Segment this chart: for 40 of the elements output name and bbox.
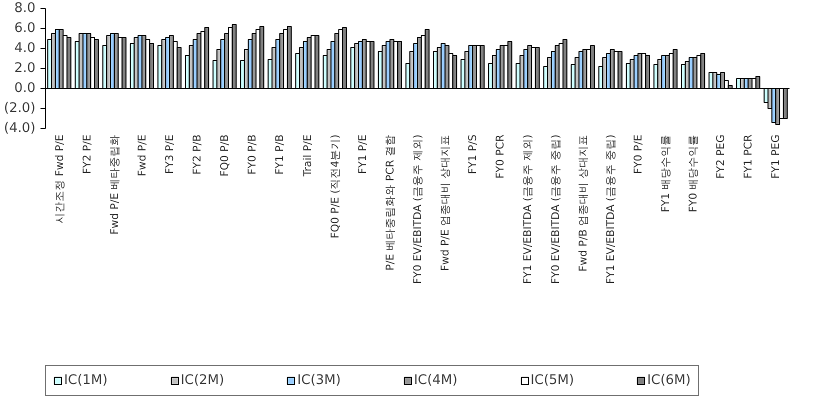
legend-label: IC(5M) xyxy=(530,373,574,388)
x-tick-label: Fwd P/E 베타중립화 xyxy=(108,134,121,235)
x-tick-label: FY1 P/E xyxy=(356,134,369,174)
x-tick-label: FY0 PCR xyxy=(494,134,507,179)
y-tick-label: (2.0) xyxy=(4,101,36,116)
legend-label: IC(2M) xyxy=(180,373,224,388)
x-tick-label: FY1 PEG xyxy=(769,134,782,179)
x-tick-label: FY1 P/S xyxy=(466,134,480,174)
x-tick-label: Fwd P/E xyxy=(135,134,148,176)
x-tick-label: FY2 P/B xyxy=(190,134,204,175)
x-tick-label: FY0 EV/EBITDA (금융주 중립) xyxy=(548,134,562,284)
legend-label: IC(1M) xyxy=(64,373,108,388)
x-tick-label: FY3 P/E xyxy=(163,134,176,174)
x-tick-label: FY0 배당수익률 xyxy=(686,134,700,212)
y-tick-label: 0.0 xyxy=(14,81,36,96)
x-tick-label: Fwd P/E 업종대비 상대지표 xyxy=(438,134,452,272)
y-tick-label: 4.0 xyxy=(14,41,36,56)
y-tick-label: (4.0) xyxy=(4,121,36,136)
y-tick-label: 2.0 xyxy=(14,61,36,76)
x-tick-label: FQ0 P/B xyxy=(218,134,232,177)
x-tick-label: FY2 PEG xyxy=(714,134,728,179)
x-tick-label: Trail P/E xyxy=(300,134,314,178)
x-tick-label: P/E 베타중립화와 PCR 결합 xyxy=(383,134,396,271)
x-tick-label: FY0 P/E xyxy=(631,134,644,174)
x-tick-label: FY0 P/B xyxy=(246,134,259,175)
legend-label: IC(6M) xyxy=(647,373,691,388)
y-tick-label: 8.0 xyxy=(14,1,36,16)
x-tick-label: FY1 EV/EBITDA (금융주 제외) xyxy=(521,134,534,284)
legend-label: IC(4M) xyxy=(414,373,458,388)
x-tick-label: Fwd P/B 업종대비 상대지표 xyxy=(576,134,590,272)
x-tick-label: FQ0 P/E (직전4분기) xyxy=(328,134,342,238)
x-tick-label: FY1 배당수익률 xyxy=(659,134,672,212)
x-tick-label: FY1 P/B xyxy=(273,134,286,175)
x-tick-label: FY0 EV/EBITDA (금융주 제외) xyxy=(411,134,424,284)
x-tick-label: FY1 EV/EBITDA (금융주 중립) xyxy=(604,134,617,284)
x-tick-label: FY1 PCR xyxy=(742,134,755,179)
x-tick-label: 시간조정 Fwd P/E xyxy=(52,134,66,224)
y-tick-label: 6.0 xyxy=(14,21,36,36)
x-tick-label: FY2 P/E xyxy=(80,134,94,174)
legend-label: IC(3M) xyxy=(297,373,341,388)
